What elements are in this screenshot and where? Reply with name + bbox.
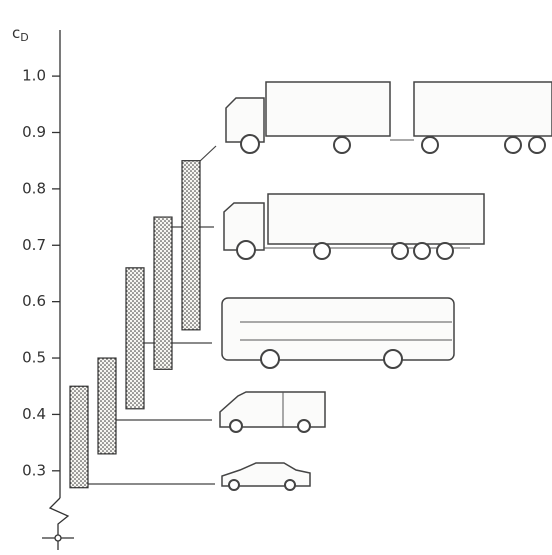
car bbox=[222, 463, 310, 490]
range-bar bbox=[98, 358, 116, 454]
y-axis-label: cD bbox=[12, 24, 29, 45]
y-tick-label: 0.4 bbox=[22, 405, 46, 423]
truck-trailer bbox=[226, 82, 552, 153]
y-tick-label: 1.0 bbox=[22, 67, 46, 85]
semi-truck bbox=[224, 194, 484, 259]
y-tick-label: 0.8 bbox=[22, 179, 46, 197]
range-bar bbox=[182, 161, 200, 330]
y-label-base: c bbox=[12, 24, 20, 42]
axis bbox=[42, 30, 74, 550]
range-bar bbox=[154, 217, 172, 369]
y-tick-label: 0.7 bbox=[22, 236, 46, 254]
van bbox=[220, 392, 325, 432]
y-tick-label: 0.5 bbox=[22, 349, 46, 367]
chart: cD 0.30.40 bbox=[0, 0, 552, 551]
y-tick-label: 0.9 bbox=[22, 123, 46, 141]
bus bbox=[222, 298, 454, 368]
range-bar bbox=[126, 268, 144, 409]
y-tick-label: 0.6 bbox=[22, 292, 46, 310]
y-tick-label: 0.3 bbox=[22, 461, 46, 479]
range-bar bbox=[70, 386, 88, 487]
y-label-sub: D bbox=[20, 31, 28, 44]
